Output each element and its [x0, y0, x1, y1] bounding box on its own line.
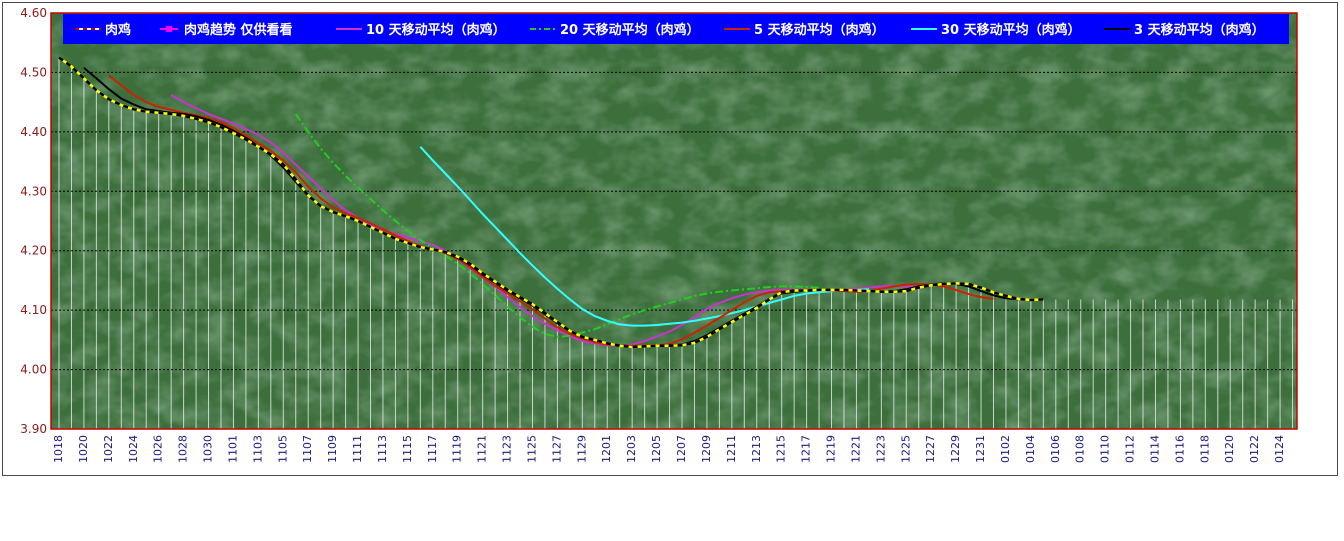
x-tick-label: 1028 — [177, 435, 190, 463]
x-tick-label: 1127 — [550, 435, 563, 463]
x-tick-label: 1117 — [426, 435, 439, 463]
y-axis-ticks: 3.90 4.00 4.10 4.20 4.30 4.40 4.50 4.60 — [20, 6, 47, 436]
y-tick-label: 3.90 — [20, 422, 47, 436]
x-tick-label: 1107 — [301, 435, 314, 463]
plot-texture — [51, 13, 1297, 429]
legend: 肉鸡 肉鸡趋势 仅供看看 10 天移动平均（肉鸡） 20 天移动平均（肉鸡） 5 天移动… — [63, 14, 1289, 44]
x-tick-label: 1109 — [326, 435, 339, 463]
plot-border — [50, 12, 1298, 430]
series-line-0-dash — [58, 56, 1044, 349]
x-tick-label: 1103 — [251, 435, 264, 463]
x-tick-label: 1207 — [675, 435, 688, 463]
y-tick-label: 4.00 — [20, 363, 47, 377]
y-tick-label: 4.50 — [20, 65, 47, 79]
x-tick-label: 1123 — [501, 435, 514, 463]
legend-marker-1 — [166, 26, 172, 32]
x-tick-label: 0102 — [999, 435, 1012, 463]
x-tick-label: 0114 — [1148, 435, 1161, 463]
series-line-5 — [419, 146, 869, 327]
x-tick-label: 1101 — [226, 435, 239, 463]
x-tick-label: 0106 — [1049, 435, 1062, 463]
y-tick-label: 4.30 — [20, 184, 47, 198]
x-tick-label: 1229 — [949, 435, 962, 463]
x-tick-label: 0108 — [1074, 435, 1087, 463]
x-tick-label: 1215 — [775, 435, 788, 463]
x-tick-label: 0120 — [1223, 435, 1236, 463]
x-tick-label: 1231 — [974, 435, 987, 463]
x-axis-ticks: 1018 1020 1022 1024 1026 1028 1030 1101 1103 1105… — [52, 435, 1286, 463]
chart-frame: 3.90 4.00 4.10 4.20 4.30 4.40 4.50 4.60 1018 102… — [2, 2, 1338, 476]
legend-label-2: 10 天移动平均（肉鸡） — [366, 22, 506, 38]
axes — [50, 12, 1298, 430]
series-line-3 — [294, 113, 820, 338]
x-tick-label: 0122 — [1248, 435, 1261, 463]
x-tick-label: 1022 — [102, 435, 115, 463]
x-tick-label: 1119 — [451, 435, 464, 463]
legend-label-6: 3 天移动平均（肉鸡） — [1134, 22, 1265, 38]
x-tick-label: 1211 — [725, 435, 738, 463]
legend-label-0: 肉鸡 — [105, 22, 131, 38]
x-tick-label: 1225 — [899, 435, 912, 463]
y-tick-label: 4.40 — [20, 125, 47, 139]
x-tick-label: 1129 — [575, 435, 588, 463]
legend-label-3: 20 天移动平均（肉鸡） — [560, 22, 700, 38]
x-tick-label: 1209 — [700, 435, 713, 463]
y-tick-label: 4.60 — [20, 6, 47, 20]
x-tick-label: 1115 — [401, 435, 414, 463]
drop-lines — [58, 57, 1294, 429]
x-tick-label: 1213 — [750, 435, 763, 463]
x-tick-label: 1203 — [625, 435, 638, 463]
x-tick-label: 0124 — [1273, 435, 1286, 463]
x-tick-label: 1227 — [924, 435, 937, 463]
x-tick-label: 0116 — [1173, 435, 1186, 463]
x-tick-label: 1205 — [650, 435, 663, 463]
x-tick-label: 1105 — [276, 435, 289, 463]
x-tick-label: 0110 — [1099, 435, 1112, 463]
x-tick-label: 1111 — [351, 435, 364, 463]
x-tick-label: 1125 — [525, 435, 538, 463]
x-tick-label: 1221 — [849, 435, 862, 463]
y-tick-label: 4.20 — [20, 244, 47, 258]
x-tick-label: 1219 — [825, 435, 838, 463]
x-tick-label: 1121 — [476, 435, 489, 463]
x-tick-label: 1113 — [376, 435, 389, 463]
legend-label-4: 5 天移动平均（肉鸡） — [754, 22, 885, 38]
x-tick-label: 1018 — [52, 435, 65, 463]
y-tick-label: 4.10 — [20, 303, 47, 317]
x-tick-label: 1020 — [77, 435, 90, 463]
x-tick-label: 1024 — [127, 435, 140, 463]
chart: 3.90 4.00 4.10 4.20 4.30 4.40 4.50 4.60 1018 102… — [20, 6, 1298, 463]
x-tick-label: 1223 — [874, 435, 887, 463]
legend-box — [63, 14, 1289, 44]
plot-background — [51, 13, 1297, 429]
x-tick-label: 0104 — [1024, 435, 1037, 463]
x-tick-label: 0112 — [1124, 435, 1137, 463]
legend-label-1: 肉鸡趋势 仅供看看 — [184, 22, 293, 38]
x-tick-label: 1201 — [600, 435, 613, 463]
x-tick-label: 1026 — [152, 435, 165, 463]
x-tick-label: 1217 — [800, 435, 813, 463]
series-layer — [58, 56, 1044, 349]
x-tick-label: 1030 — [202, 435, 215, 463]
x-tick-label: 0118 — [1198, 435, 1211, 463]
legend-label-5: 30 天移动平均（肉鸡） — [941, 22, 1081, 38]
